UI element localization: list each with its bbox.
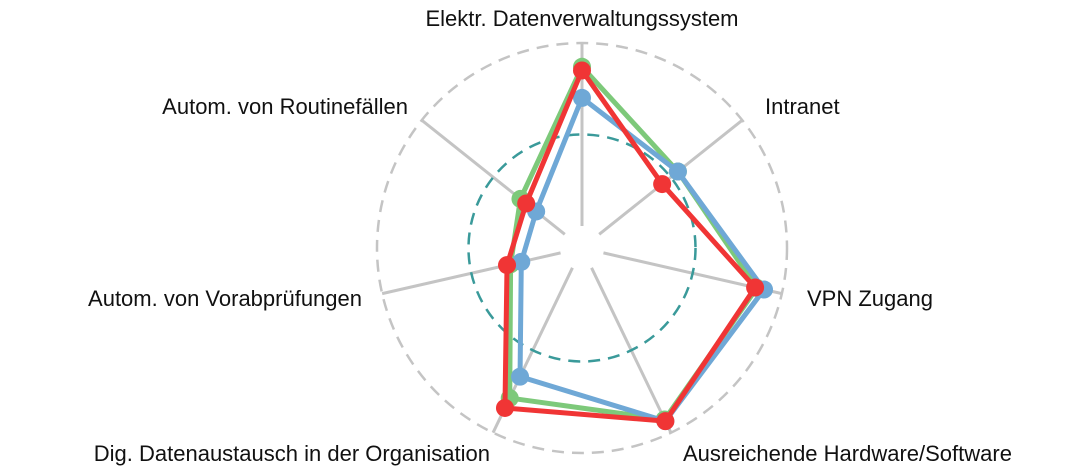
series-point [668, 162, 687, 181]
axis-label: VPN Zugang [807, 286, 933, 311]
axis-label: Dig. Datenaustausch in der Organisation [94, 441, 490, 466]
grid-ring [375, 41, 789, 455]
series-point [573, 88, 591, 107]
series-point [656, 412, 675, 431]
series-point [573, 61, 591, 80]
grid-ring [467, 133, 697, 363]
series-point [498, 256, 517, 275]
series-point [512, 252, 531, 271]
axis-label: Autom. von Routinefällen [162, 94, 408, 119]
spoke [420, 119, 566, 236]
series-line [507, 64, 760, 423]
axis-label: Autom. von Vorabprüfungen [88, 286, 362, 311]
axis-label: Elektr. Datenverwaltungssystem [425, 6, 738, 31]
series-line [502, 67, 758, 424]
axis-label: Intranet [765, 94, 840, 119]
series-point [495, 398, 514, 417]
series-point [653, 175, 672, 194]
axis-label: Ausreichende Hardware/Software [683, 441, 1012, 466]
series-point [746, 278, 765, 297]
series-point [511, 367, 530, 386]
spoke [598, 119, 744, 236]
series-point [517, 194, 536, 213]
